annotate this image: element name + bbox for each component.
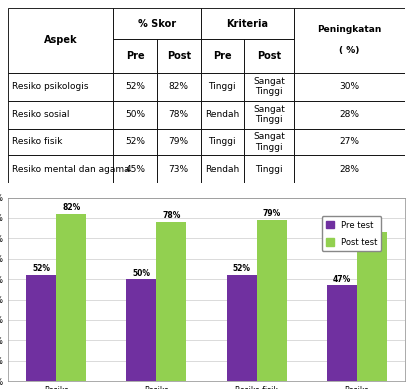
FancyBboxPatch shape [113,73,157,101]
Text: Resiko psikologis: Resiko psikologis [12,82,89,91]
Bar [26,275,56,381]
FancyBboxPatch shape [113,39,157,73]
FancyBboxPatch shape [8,155,113,183]
FancyBboxPatch shape [244,39,294,73]
Text: 78%: 78% [169,110,189,119]
FancyBboxPatch shape [294,73,405,101]
FancyBboxPatch shape [244,155,294,183]
FancyBboxPatch shape [113,155,157,183]
FancyBboxPatch shape [294,101,405,129]
Text: 28%: 28% [339,110,359,119]
Text: Sangat
Tinggi: Sangat Tinggi [253,132,285,152]
FancyBboxPatch shape [8,8,113,73]
Text: 79%: 79% [262,209,281,218]
Text: Post: Post [167,51,191,61]
Text: Rendah: Rendah [205,165,240,173]
Bar [327,285,357,381]
Text: Pre: Pre [126,51,145,61]
Bar [256,220,287,381]
Text: Resiko mental dan agama: Resiko mental dan agama [12,165,130,173]
FancyBboxPatch shape [157,155,201,183]
FancyBboxPatch shape [157,39,201,73]
Text: 45%: 45% [125,165,145,173]
FancyBboxPatch shape [201,155,244,183]
Text: 79%: 79% [169,137,189,146]
Text: 50%: 50% [125,110,145,119]
FancyBboxPatch shape [201,8,294,39]
Bar [126,279,157,381]
FancyBboxPatch shape [294,129,405,155]
FancyBboxPatch shape [8,129,113,155]
Text: Post: Post [257,51,281,61]
Text: 47%: 47% [332,275,351,284]
Text: Tinggi: Tinggi [209,137,236,146]
Text: Tinggi: Tinggi [209,82,236,91]
Bar [157,222,187,381]
FancyBboxPatch shape [201,101,244,129]
Bar [357,232,387,381]
Text: % Skor: % Skor [138,19,176,28]
Text: 78%: 78% [162,211,180,220]
FancyBboxPatch shape [113,101,157,129]
Text: 52%: 52% [32,265,50,273]
Text: Kriteria: Kriteria [226,19,268,28]
Text: 27%: 27% [339,137,359,146]
Text: 50%: 50% [133,268,150,277]
FancyBboxPatch shape [244,129,294,155]
FancyBboxPatch shape [157,129,201,155]
FancyBboxPatch shape [294,155,405,183]
Text: 52%: 52% [233,265,251,273]
FancyBboxPatch shape [113,8,201,39]
Text: 73%: 73% [363,222,381,231]
FancyBboxPatch shape [113,129,157,155]
Text: Resiko sosial: Resiko sosial [12,110,70,119]
Text: 52%: 52% [125,137,145,146]
Text: 82%: 82% [62,203,81,212]
Text: 30%: 30% [339,82,359,91]
Text: Resiko fisik: Resiko fisik [12,137,63,146]
Text: Pre: Pre [213,51,232,61]
FancyBboxPatch shape [8,73,113,101]
FancyBboxPatch shape [244,73,294,101]
Text: Aspek: Aspek [44,35,78,45]
FancyBboxPatch shape [201,129,244,155]
FancyBboxPatch shape [201,73,244,101]
Text: 28%: 28% [339,165,359,173]
FancyBboxPatch shape [8,101,113,129]
FancyBboxPatch shape [157,101,201,129]
Text: 82%: 82% [169,82,189,91]
Bar [56,214,86,381]
Text: Peningkatan

( %): Peningkatan ( %) [317,25,382,55]
Text: Sangat
Tinggi: Sangat Tinggi [253,105,285,124]
FancyBboxPatch shape [157,73,201,101]
Text: 52%: 52% [125,82,145,91]
Text: Rendah: Rendah [205,110,240,119]
Text: Tinggi: Tinggi [255,165,283,173]
FancyBboxPatch shape [244,101,294,129]
Text: Sangat
Tinggi: Sangat Tinggi [253,77,285,96]
Legend: Pre test, Post test: Pre test, Post test [322,216,381,251]
FancyBboxPatch shape [201,39,244,73]
Text: 73%: 73% [169,165,189,173]
Bar [226,275,256,381]
FancyBboxPatch shape [294,8,405,73]
